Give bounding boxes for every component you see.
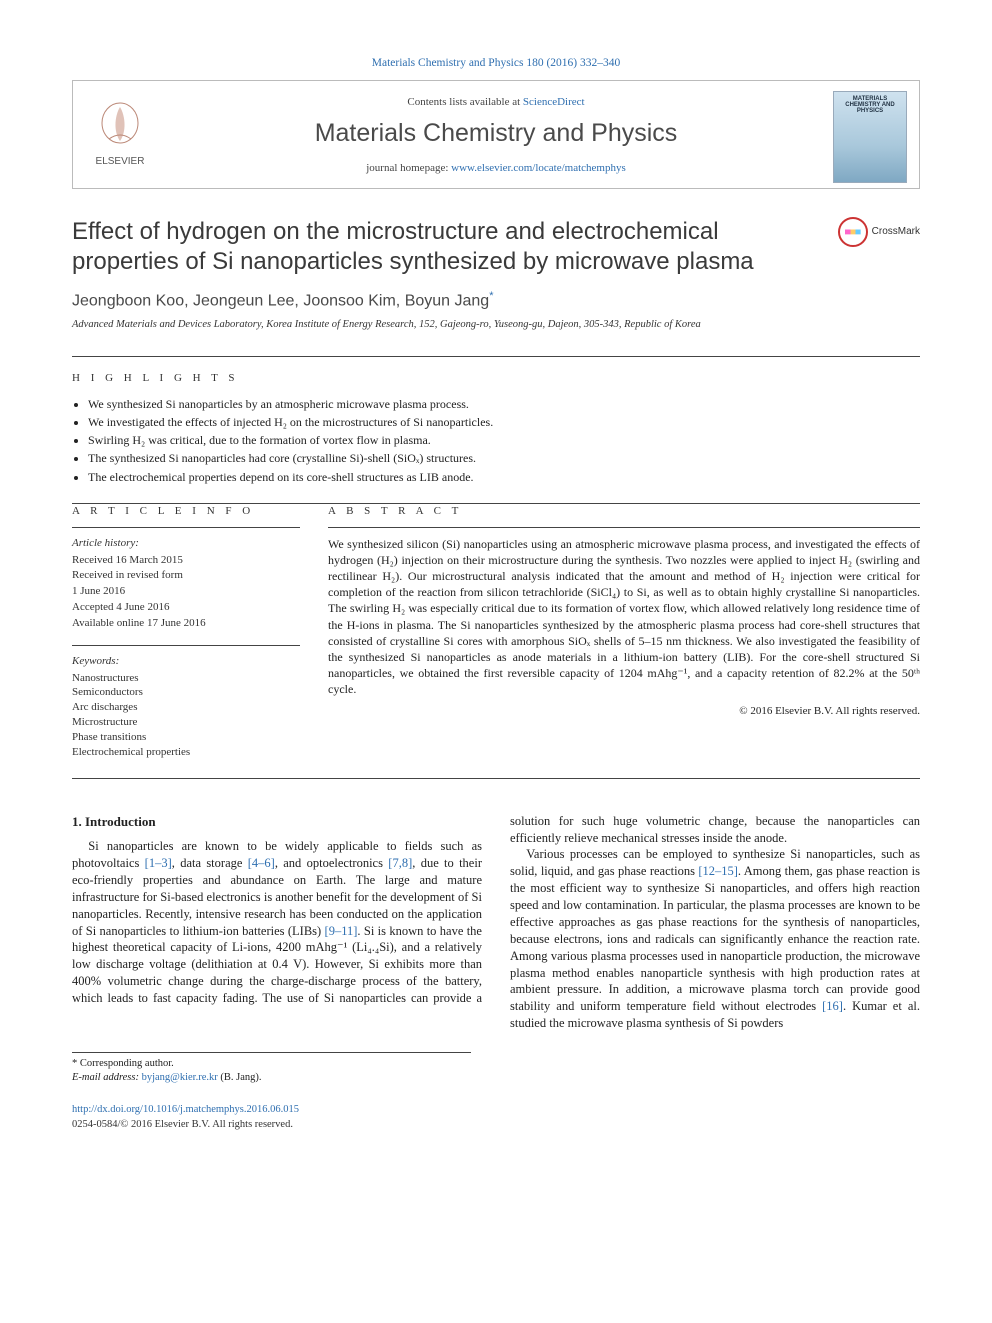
highlight-item: The synthesized Si nanoparticles had cor… <box>88 450 920 466</box>
abstract-copyright: © 2016 Elsevier B.V. All rights reserved… <box>328 704 920 719</box>
crossmark-icon <box>838 217 868 247</box>
journal-cover-thumb: MATERIALS CHEMISTRY AND PHYSICS <box>833 91 907 183</box>
highlight-item: We synthesized Si nanoparticles by an at… <box>88 396 920 412</box>
ref-link[interactable]: [12–15] <box>698 864 738 878</box>
highlight-item: We investigated the effects of injected … <box>88 414 920 430</box>
abstract-col: A B S T R A C T We synthesized silicon (… <box>328 504 920 760</box>
article-info-heading: A R T I C L E I N F O <box>72 504 300 519</box>
doi-block: http://dx.doi.org/10.1016/j.matchemphys.… <box>72 1103 920 1131</box>
sciencedirect-link[interactable]: ScienceDirect <box>523 96 585 108</box>
elsevier-logo: ELSEVIER <box>85 91 155 169</box>
ref-link[interactable]: [1–3] <box>145 856 172 870</box>
ref-link[interactable]: [16] <box>822 999 843 1013</box>
header-citation: Materials Chemistry and Physics 180 (201… <box>72 56 920 72</box>
authors: Jeongboon Koo, Jeongeun Lee, Joonsoo Kim… <box>72 289 920 312</box>
keywords: Keywords: Nanostructures Semiconductors … <box>72 645 300 760</box>
homepage-link[interactable]: www.elsevier.com/locate/matchemphys <box>451 162 626 174</box>
rule-1 <box>72 356 920 357</box>
crossmark-badge[interactable]: CrossMark <box>838 217 920 247</box>
body-text: 1. Introduction Si nanoparticles are kno… <box>72 813 920 1032</box>
citation-link[interactable]: Materials Chemistry and Physics 180 (201… <box>372 57 621 69</box>
highlights-heading: H I G H L I G H T S <box>72 371 920 386</box>
highlight-item: Swirling H₂ was critical, due to the for… <box>88 432 920 448</box>
ref-link[interactable]: [4–6] <box>248 856 275 870</box>
doi-link[interactable]: http://dx.doi.org/10.1016/j.matchemphys.… <box>72 1104 299 1115</box>
email-link[interactable]: byjang@kier.re.kr <box>142 1072 218 1083</box>
journal-banner: ELSEVIER MATERIALS CHEMISTRY AND PHYSICS… <box>72 80 920 189</box>
journal-name: Materials Chemistry and Physics <box>183 117 809 151</box>
highlights: We synthesized Si nanoparticles by an at… <box>72 396 920 485</box>
article-info-col: A R T I C L E I N F O Article history: R… <box>72 504 300 760</box>
homepage-line: journal homepage: www.elsevier.com/locat… <box>183 161 809 176</box>
rule-3 <box>72 778 920 779</box>
ref-link[interactable]: [9–11] <box>325 924 358 938</box>
abstract-text: We synthesized silicon (Si) nanoparticle… <box>328 527 920 719</box>
article-history: Article history: Received 16 March 2015 … <box>72 527 300 631</box>
footnote: * Corresponding author. E-mail address: … <box>72 1052 471 1085</box>
contents-line: Contents lists available at ScienceDirec… <box>183 95 809 110</box>
intro-para-2: Various processes can be employed to syn… <box>510 846 920 1032</box>
affiliation: Advanced Materials and Devices Laborator… <box>72 318 920 332</box>
crossmark-label: CrossMark <box>872 225 920 239</box>
publisher-name: ELSEVIER <box>96 155 145 169</box>
intro-heading: 1. Introduction <box>72 813 482 831</box>
corr-author-note: * Corresponding author. <box>72 1057 471 1071</box>
highlight-item: The electrochemical properties depend on… <box>88 469 920 485</box>
email-line: E-mail address: byjang@kier.re.kr (B. Ja… <box>72 1071 471 1085</box>
ref-link[interactable]: [7,8] <box>388 856 412 870</box>
abstract-heading: A B S T R A C T <box>328 504 920 519</box>
corr-author-mark[interactable]: * <box>489 290 493 302</box>
issn-copyright: 0254-0584/© 2016 Elsevier B.V. All right… <box>72 1118 920 1132</box>
article-title: Effect of hydrogen on the microstructure… <box>72 217 822 277</box>
